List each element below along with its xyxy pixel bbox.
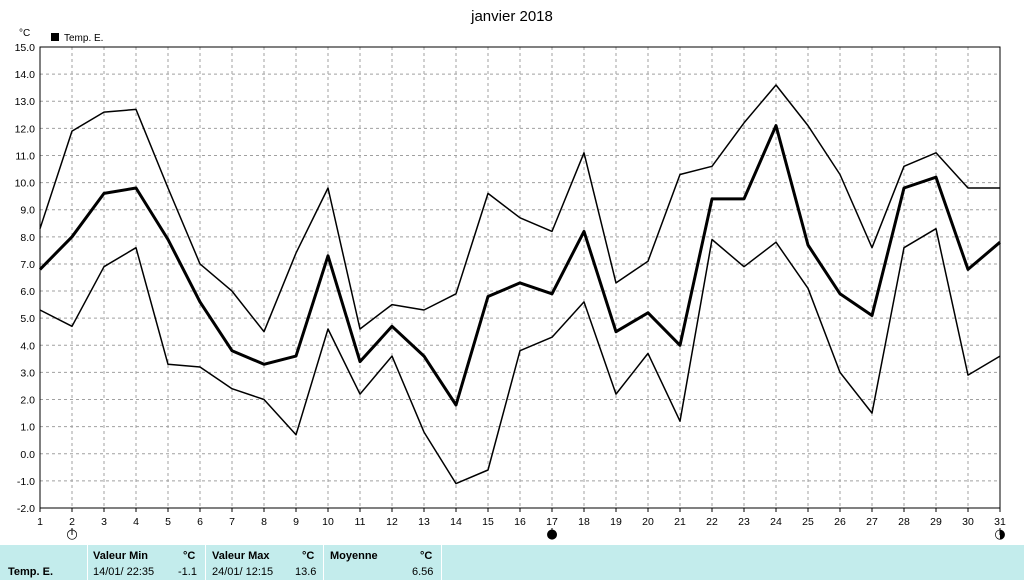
avg-value: 6.56 <box>412 566 434 578</box>
grid <box>40 47 1000 508</box>
y-tick-label: 6.0 <box>20 286 35 298</box>
y-tick-label: 12.0 <box>15 123 36 135</box>
plot-frame <box>39 46 1001 509</box>
max-unit: °C <box>302 550 315 562</box>
y-tick-label: 1.0 <box>20 422 35 434</box>
chart-title: janvier 2018 <box>470 8 553 25</box>
x-tick-label: 29 <box>930 516 942 528</box>
x-tick-label: 8 <box>261 516 267 528</box>
x-tick-label: 10 <box>322 516 334 528</box>
y-tick-label: 7.0 <box>20 259 35 271</box>
x-tick-label: 18 <box>578 516 590 528</box>
y-tick-label: 0.0 <box>20 449 35 461</box>
y-tick-label: -1.0 <box>17 476 35 488</box>
x-tick-label: 13 <box>418 516 430 528</box>
x-tick-label: 14 <box>450 516 462 528</box>
footer-separator <box>205 545 206 580</box>
moon-phase-icon: ◑ <box>994 527 1005 542</box>
avg-unit: °C <box>420 550 433 562</box>
x-tick-label: 25 <box>802 516 814 528</box>
y-tick-label: 8.0 <box>20 232 35 244</box>
x-tick-label: 4 <box>133 516 139 528</box>
moon-phase-icon: ○ <box>66 527 77 542</box>
y-tick-label: 11.0 <box>15 150 35 162</box>
y-tick-label: 13.0 <box>15 96 36 108</box>
series-line <box>39 84 1000 333</box>
y-tick-label: 4.0 <box>20 340 35 352</box>
y-tick-label: 14.0 <box>15 69 36 81</box>
x-tick-label: 28 <box>898 516 910 528</box>
y-tick-label: 5.0 <box>20 313 35 325</box>
avg-header: Moyenne <box>330 550 378 562</box>
footer-separator <box>323 545 324 580</box>
max-datetime: 24/01/ 12:15 <box>212 566 274 578</box>
series-line <box>39 227 1001 485</box>
x-tick-label: 1 <box>37 516 43 528</box>
moon-phase-icon: ● <box>546 527 557 542</box>
y-tick-label: 10.0 <box>15 178 36 190</box>
x-axis-ticks: 1 2 3 4 5 6 7 8 9 10 11 12 13 14 15 16 17 18 19 20 21 22 23 24 2… <box>37 508 1006 528</box>
series-line <box>38 124 1001 407</box>
x-tick-label: 7 <box>229 516 235 528</box>
y-tick-label: 2.0 <box>20 395 35 407</box>
footer-row-label: Temp. E. <box>8 566 54 578</box>
x-tick-label: 9 <box>293 516 299 528</box>
x-tick-label: 30 <box>962 516 974 528</box>
max-header: Valeur Max <box>212 550 270 562</box>
x-tick-label: 5 <box>165 516 171 528</box>
temperature-chart: janvier 2018 °C Temp. E. 15.014.013.012.… <box>15 8 1006 542</box>
min-header: Valeur Min <box>93 550 149 562</box>
x-tick-label: 22 <box>706 516 718 528</box>
x-tick-label: 21 <box>674 516 686 528</box>
legend-label: Temp. E. <box>64 33 103 44</box>
x-tick-label: 26 <box>834 516 846 528</box>
x-tick-label: 2 <box>69 516 75 528</box>
x-tick-label: 15 <box>482 516 494 528</box>
x-tick-label: 3 <box>101 516 107 528</box>
moon-phase-markers: ○ ● ◑ <box>66 527 1005 542</box>
max-value: 13.6 <box>295 566 317 578</box>
y-axis-ticks: 15.0 14.0 13.0 12.0 11.0 10.0 9.0 8.0 7.0 6.0 5.0 4… <box>15 42 36 515</box>
series-lines <box>38 84 1001 485</box>
x-tick-label: 24 <box>770 516 782 528</box>
x-tick-label: 19 <box>610 516 622 528</box>
x-tick-label: 27 <box>866 516 878 528</box>
x-tick-label: 31 <box>994 516 1006 528</box>
x-tick-label: 11 <box>355 516 366 528</box>
footer-separator <box>87 545 88 580</box>
x-tick-label: 12 <box>386 516 398 528</box>
min-datetime: 14/01/ 22:35 <box>93 566 155 578</box>
y-unit-label: °C <box>19 28 30 39</box>
x-tick-label: 16 <box>514 516 526 528</box>
min-unit: °C <box>183 550 196 562</box>
y-tick-label: 15.0 <box>15 42 36 54</box>
stats-footer <box>0 545 1024 580</box>
x-tick-label: 6 <box>197 516 203 528</box>
x-tick-label: 23 <box>738 516 750 528</box>
y-tick-label: -2.0 <box>17 503 35 515</box>
legend-swatch <box>51 33 59 41</box>
footer-separator <box>441 545 442 580</box>
min-value: -1.1 <box>178 566 197 578</box>
y-tick-label: 3.0 <box>20 367 35 379</box>
y-tick-label: 9.0 <box>20 205 35 217</box>
x-tick-label: 20 <box>642 516 654 528</box>
x-tick-label: 17 <box>546 516 558 528</box>
